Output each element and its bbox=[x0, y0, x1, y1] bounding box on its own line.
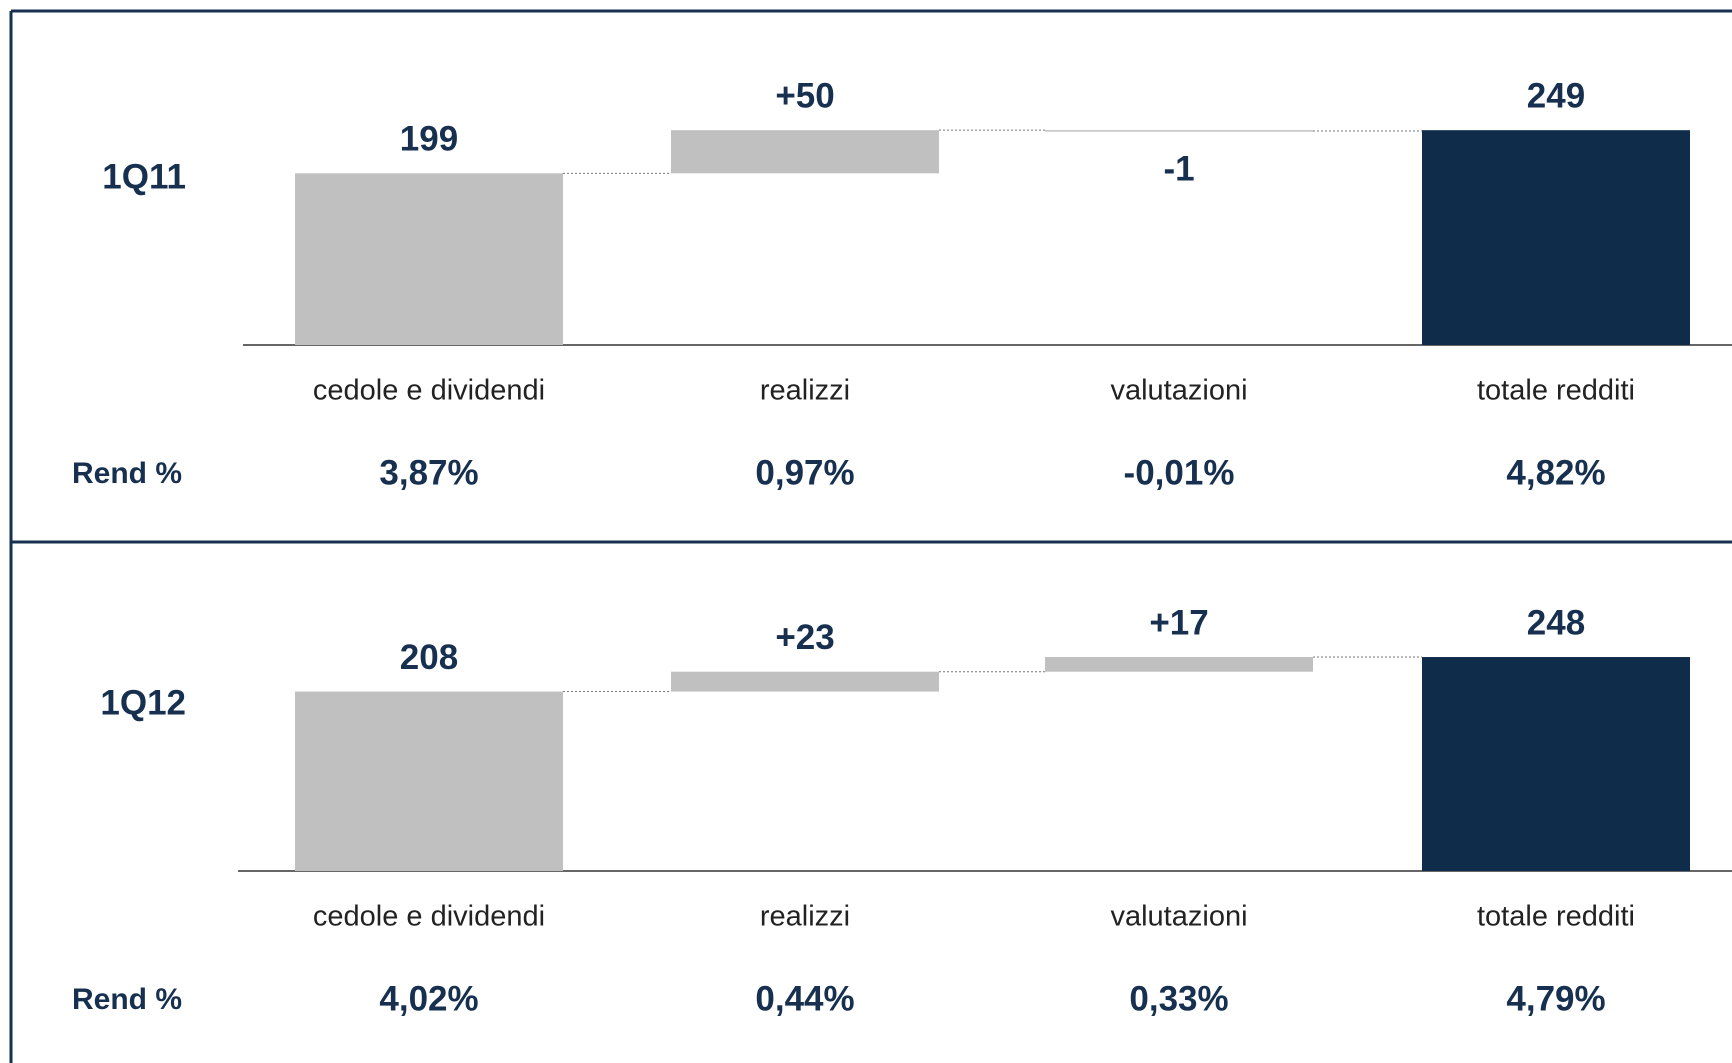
bar bbox=[295, 691, 563, 871]
value-label: +17 bbox=[1149, 603, 1208, 642]
value-label: +50 bbox=[775, 76, 834, 115]
yield-value: 0,97% bbox=[755, 453, 854, 492]
yield-value: 4,82% bbox=[1506, 453, 1605, 492]
x-tick-label: cedole e dividendi bbox=[313, 375, 545, 407]
bar bbox=[1045, 130, 1313, 132]
chart-title: 1Q11 bbox=[102, 157, 186, 196]
yield-label: Rend % bbox=[72, 457, 182, 490]
bar bbox=[671, 130, 939, 174]
x-tick-label: cedole e dividendi bbox=[313, 901, 545, 933]
value-label: 248 bbox=[1527, 603, 1585, 642]
bar bbox=[1422, 130, 1690, 345]
yield-label: Rend % bbox=[72, 983, 182, 1016]
bar bbox=[1422, 657, 1690, 871]
yield-value: 4,02% bbox=[379, 979, 478, 1018]
value-label: 249 bbox=[1527, 76, 1585, 115]
value-label: 199 bbox=[400, 120, 458, 159]
value-label: -1 bbox=[1163, 149, 1194, 188]
x-tick-label: realizzi bbox=[760, 375, 850, 407]
bar bbox=[671, 671, 939, 692]
yield-value: 3,87% bbox=[379, 453, 478, 492]
yield-value: 0,33% bbox=[1129, 979, 1228, 1018]
x-tick-label: totale redditi bbox=[1477, 901, 1635, 933]
x-tick-label: totale redditi bbox=[1477, 375, 1635, 407]
yield-value: -0,01% bbox=[1124, 453, 1235, 492]
value-label: +23 bbox=[775, 618, 834, 657]
chart-title: 1Q12 bbox=[100, 683, 186, 722]
bar bbox=[1045, 657, 1313, 672]
bar bbox=[295, 173, 563, 345]
x-tick-label: valutazioni bbox=[1110, 901, 1247, 933]
value-label: 208 bbox=[400, 638, 458, 677]
x-tick-label: realizzi bbox=[760, 901, 850, 933]
yield-value: 0,44% bbox=[755, 979, 854, 1018]
yield-value: 4,79% bbox=[1506, 979, 1605, 1018]
x-tick-label: valutazioni bbox=[1110, 375, 1247, 407]
